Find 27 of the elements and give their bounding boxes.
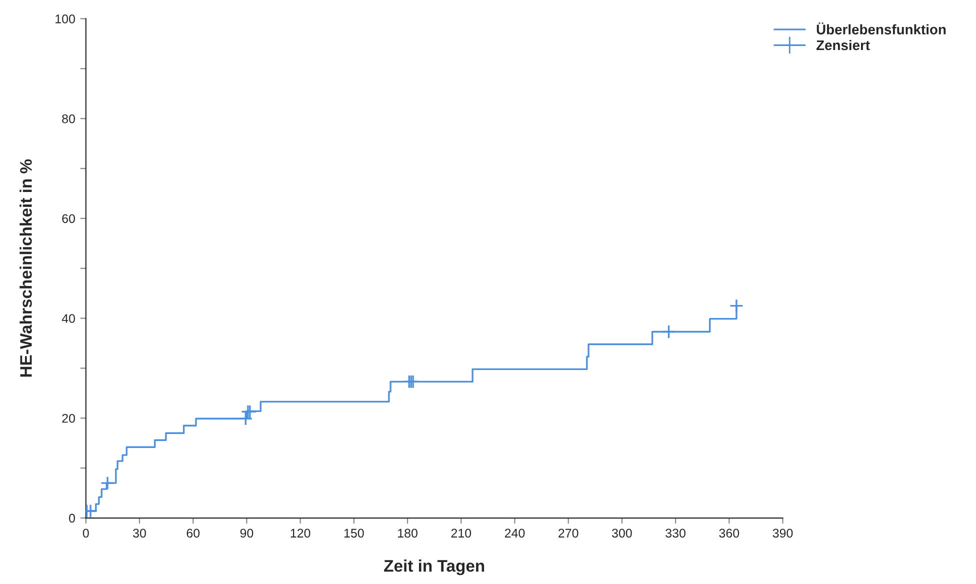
x-tick-label: 390 xyxy=(772,528,793,538)
point xyxy=(662,324,676,339)
x-tick-label: 330 xyxy=(666,528,686,538)
x-tick-label: 60 xyxy=(186,528,200,538)
y-tick-label: 40 xyxy=(62,314,75,323)
x-tick-label: 360 xyxy=(719,528,740,538)
x-tick-label: 240 xyxy=(504,528,525,538)
y-tick-label: 20 xyxy=(62,414,75,423)
x-tick-label: 120 xyxy=(290,528,310,538)
x-tick-label: 210 xyxy=(451,528,472,538)
point xyxy=(729,298,744,313)
y-tick-label: 80 xyxy=(62,114,75,124)
x-tick-label: 30 xyxy=(133,528,146,538)
y-axis-title: HE-Wahrscheinlichkeit in % xyxy=(20,159,32,377)
legend-label: Überlebensfunktion xyxy=(816,22,946,34)
x-tick-label: 0 xyxy=(82,528,89,538)
x-tick-label: 180 xyxy=(398,528,418,538)
x-tick-label: 150 xyxy=(344,528,364,538)
y-tick-label: 60 xyxy=(62,214,75,224)
x-tick-label: 90 xyxy=(240,528,254,538)
x-axis-title: Zeit in Tagen xyxy=(384,560,484,576)
y-tick-label: 0 xyxy=(69,514,75,523)
y-tick-label: 100 xyxy=(56,14,75,24)
x-tick-label: 300 xyxy=(612,528,632,538)
x-tick-label: 270 xyxy=(558,528,578,538)
legend-label: Zensiert xyxy=(816,40,870,50)
point xyxy=(100,476,115,490)
